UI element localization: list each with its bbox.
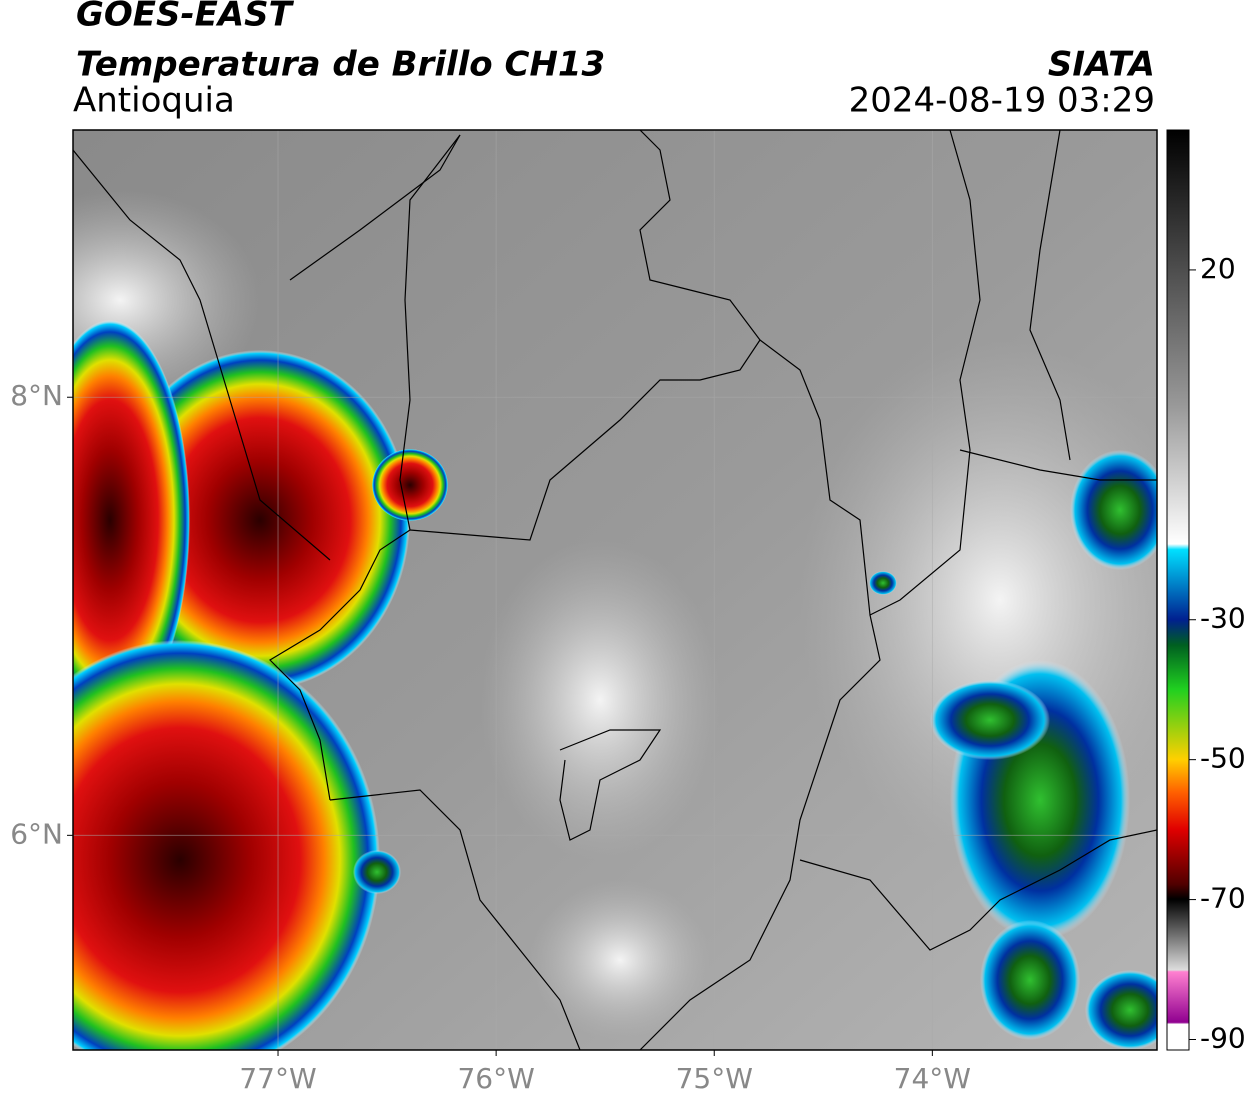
storm (110, 350, 410, 690)
colorbar-tick-label: -70 (1200, 882, 1246, 915)
border (959, 449, 1157, 481)
y-tick-label: 6°N (10, 817, 63, 850)
border (639, 614, 881, 1050)
colorbar-tick-label: 20 (1200, 252, 1236, 285)
satellite-image (73, 130, 1157, 1050)
storm (353, 850, 401, 894)
border (73, 149, 331, 561)
region: Antioquia (73, 81, 235, 121)
x-tick-label: 74°W (894, 1062, 971, 1095)
colorbar (1166, 129, 1190, 1051)
colorbar-tick-label: -30 (1200, 602, 1246, 635)
storm (1070, 450, 1157, 570)
storm (1085, 970, 1157, 1050)
colorbar-tick-label: -50 (1200, 742, 1246, 775)
storm (980, 920, 1080, 1040)
x-tick-label: 75°W (676, 1062, 753, 1095)
subtitle: Temperatura de Brillo CH13 (76, 45, 605, 85)
y-tick-label: 8°N (10, 379, 63, 412)
storm (930, 680, 1050, 760)
source: SIATA (1048, 45, 1155, 85)
title: GOES-EAST (76, 0, 295, 35)
cloud (530, 880, 710, 1040)
x-tick-label: 77°W (239, 1062, 316, 1095)
datetime: 2024-08-19 03:29 (849, 81, 1155, 121)
graticule (73, 130, 1157, 1050)
border (799, 829, 1157, 951)
border (759, 130, 981, 616)
border (559, 729, 662, 841)
x-tick-label: 76°W (457, 1062, 534, 1095)
storm (73, 320, 190, 720)
plot-frame (72, 129, 1158, 1051)
border (269, 529, 411, 801)
coastline (289, 134, 461, 281)
storm (869, 571, 897, 595)
border (1029, 130, 1071, 461)
border (329, 789, 581, 1050)
storm (372, 449, 448, 521)
borders (73, 130, 1157, 1050)
cloud (480, 540, 720, 860)
colorbar-tick-label: -90 (1200, 1022, 1246, 1055)
border (399, 134, 461, 531)
storm (73, 640, 380, 1050)
